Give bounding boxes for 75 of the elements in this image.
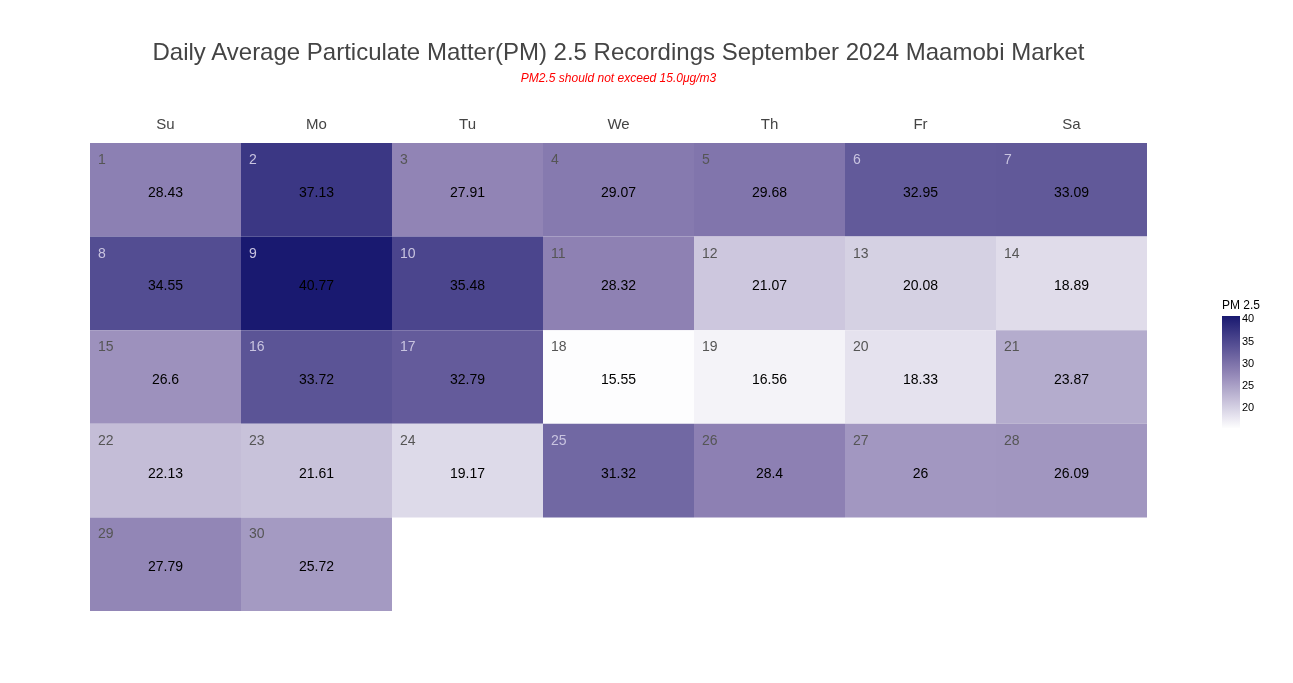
- annotation: 19: [702, 338, 718, 355]
- annotation: 8: [98, 244, 106, 261]
- data-label: 18.89: [1053, 277, 1090, 294]
- data-label: 15.55: [600, 371, 637, 387]
- data-label: 28.4: [755, 464, 784, 481]
- annotation: 22: [98, 431, 114, 448]
- data-label: 27.79: [147, 558, 184, 575]
- x-tick-label: Sa: [1062, 114, 1082, 132]
- data-label: 33.09: [1053, 183, 1090, 200]
- annotation: 29: [98, 525, 114, 542]
- x-tick-label: Su: [156, 114, 175, 132]
- data-label: 37.13: [298, 183, 335, 200]
- data-label: 33.72: [298, 371, 335, 387]
- x-tick-label: Mo: [306, 114, 327, 132]
- annotation: 28: [1004, 431, 1020, 448]
- x-tick-label: Fr: [913, 114, 928, 132]
- data-label: 35.48: [449, 277, 486, 294]
- data-label: 32.95: [902, 183, 939, 200]
- annotation: 10: [400, 244, 416, 261]
- annotation: 15: [98, 338, 114, 355]
- annotation: 27: [853, 431, 869, 448]
- color-bar-label: 40: [1242, 312, 1255, 325]
- data-label: 29.07: [600, 183, 637, 200]
- annotation: 23: [249, 431, 265, 448]
- annotation: 1: [98, 151, 106, 167]
- data-label: 28.43: [147, 183, 184, 200]
- data-label: 34.55: [147, 277, 184, 294]
- annotation: 2: [249, 151, 257, 167]
- data-label: 27.91: [449, 183, 486, 200]
- data-label: 16.56: [751, 371, 788, 387]
- data-label: 26: [912, 464, 929, 481]
- annotation: 30: [249, 525, 265, 542]
- data-label: 32.79: [449, 371, 486, 387]
- data-label: 19.17: [449, 464, 486, 481]
- data-label: 40.77: [298, 277, 335, 294]
- data-label: 26.09: [1053, 464, 1090, 481]
- annotation: 11: [551, 244, 566, 261]
- annotation: 20: [853, 338, 869, 355]
- data-label: 25.72: [298, 558, 335, 575]
- annotation: 21: [1004, 338, 1020, 355]
- x-tick-label: Th: [760, 114, 779, 132]
- annotation: 24: [400, 431, 416, 448]
- annotation: 14: [1004, 244, 1020, 261]
- color-bar-label: 30: [1242, 356, 1255, 369]
- data-label: 28.32: [600, 277, 637, 294]
- x-tick-label: We: [607, 114, 630, 132]
- annotation: 6: [853, 151, 861, 167]
- annotation: 16: [249, 338, 265, 355]
- color-bar-label: 20: [1242, 401, 1255, 414]
- annotation: 9: [249, 244, 257, 261]
- data-label: 31.32: [600, 464, 637, 481]
- annotation: 3: [400, 151, 408, 167]
- color-bar-label: 35: [1242, 334, 1255, 347]
- legend-title: PM 2.5: [1222, 298, 1261, 312]
- data-label: 26.6: [151, 371, 180, 387]
- annotation: 17: [400, 338, 416, 355]
- annotation: 13: [853, 244, 869, 261]
- annotation: 25: [551, 431, 567, 448]
- annotation: 18: [551, 338, 567, 355]
- data-label: 22.13: [147, 464, 184, 481]
- data-label: 23.87: [1053, 371, 1090, 387]
- data-label: 20.08: [902, 277, 939, 294]
- data-label: 18.33: [902, 371, 939, 387]
- annotation: 5: [702, 151, 710, 167]
- annotation: 4: [551, 151, 559, 167]
- color-bar-label: 25: [1242, 379, 1255, 392]
- annotation: 12: [702, 244, 718, 261]
- data-label: 21.07: [751, 277, 788, 294]
- chart-title: Daily Average Particulate Matter(PM) 2.5 Recordings September 2024 Maamobi Market: [152, 38, 1085, 65]
- chart-subtitle: PM2.5 should not exceed 15.0μg/m3: [520, 71, 717, 85]
- annotation: 7: [1004, 151, 1012, 167]
- data-label: 21.61: [298, 464, 335, 481]
- data-label: 29.68: [751, 183, 788, 200]
- x-tick-label: Tu: [459, 114, 476, 132]
- annotation: 26: [702, 431, 718, 448]
